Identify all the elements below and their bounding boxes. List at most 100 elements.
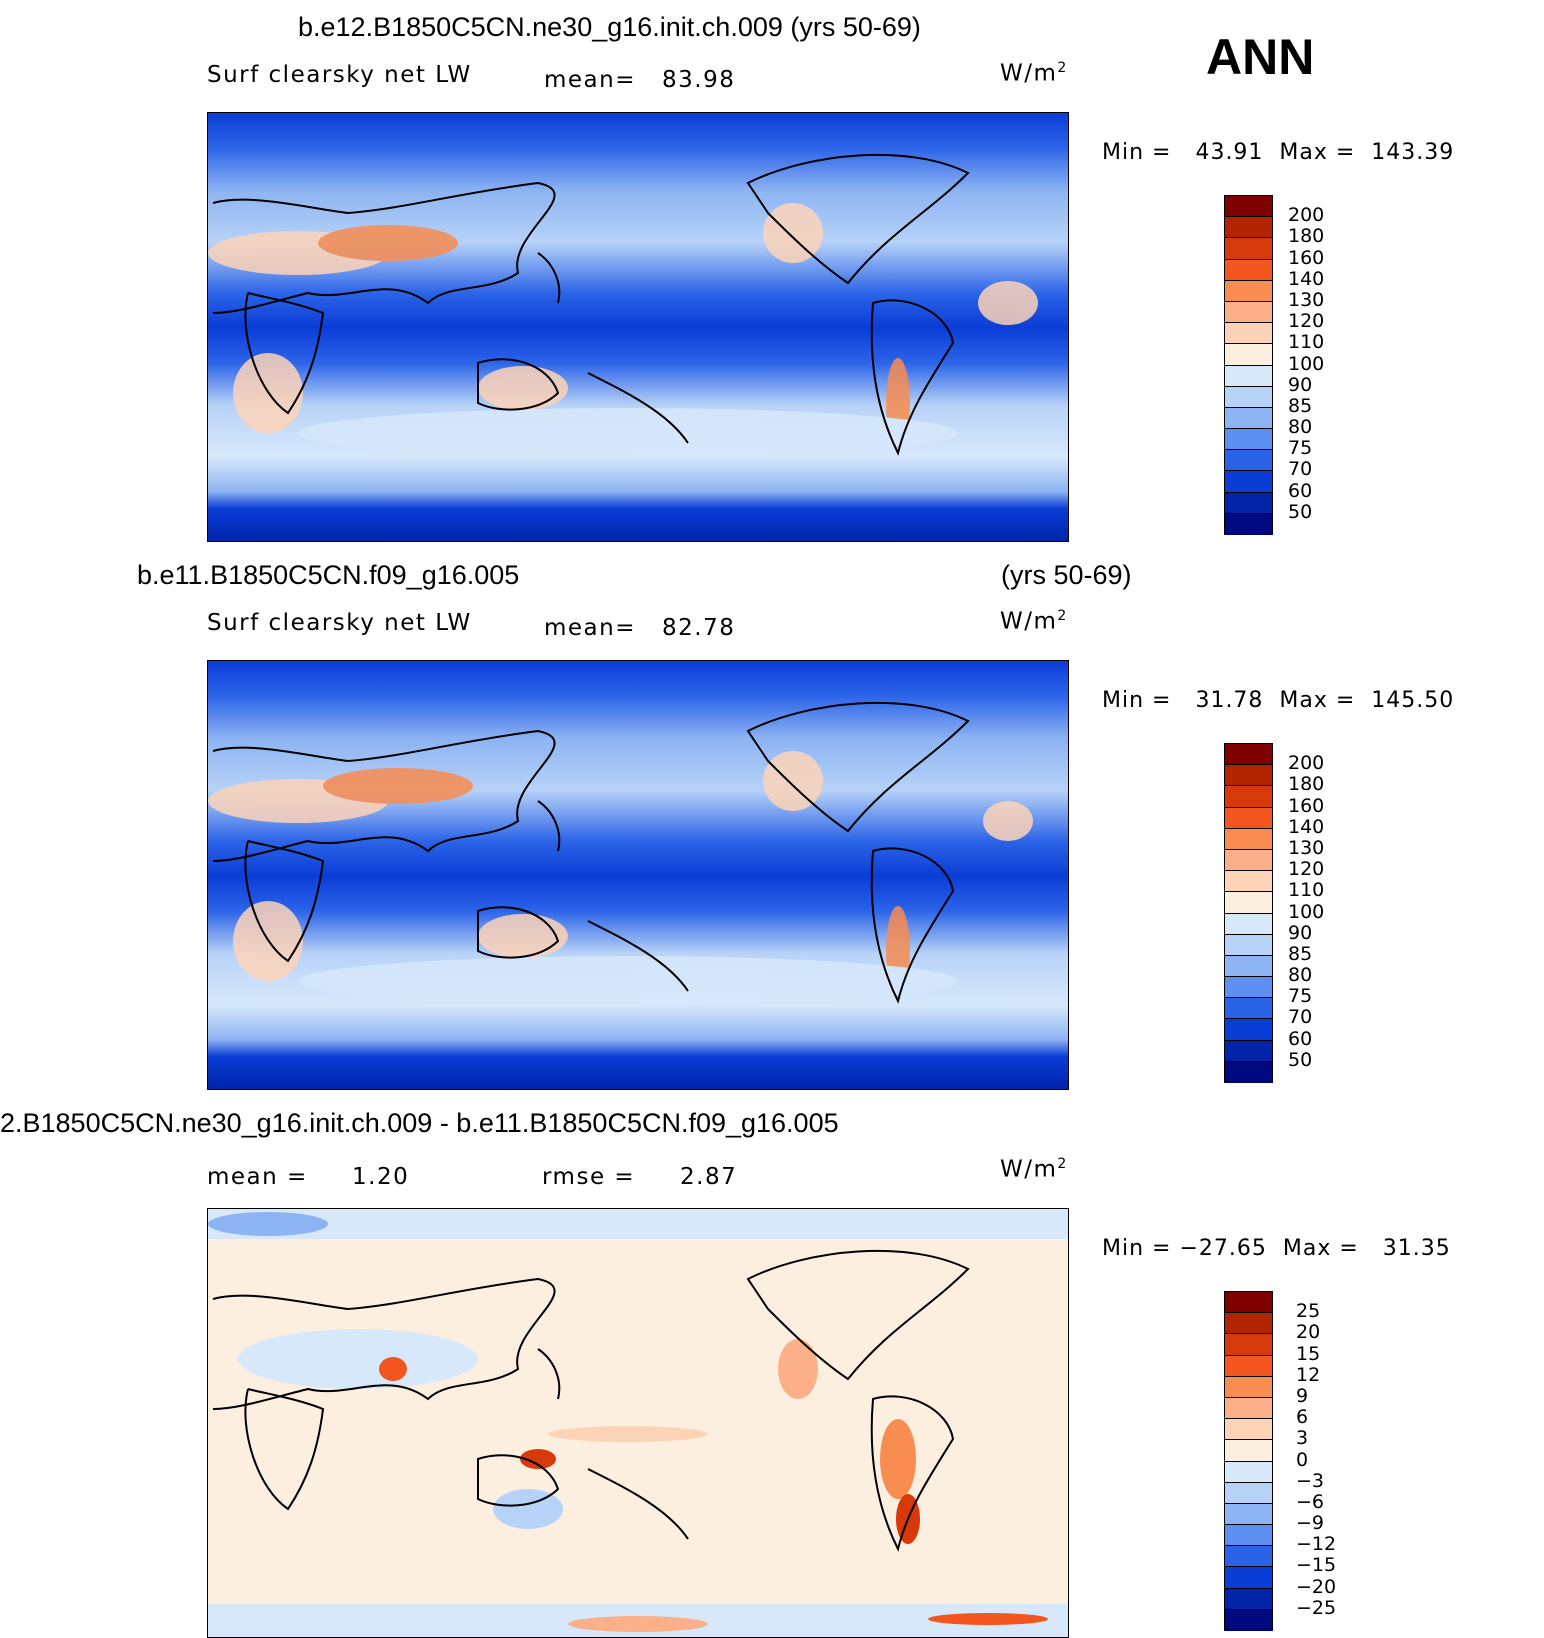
colorbar-tick-label: 70	[1288, 1006, 1313, 1029]
panel2-case-years: (yrs 50-69)	[1001, 560, 1132, 590]
panel2-map	[207, 660, 1069, 1090]
colorbar-box	[1224, 364, 1273, 387]
colorbar-tick-label: 9	[1296, 1384, 1309, 1407]
colorbar-tick-label: 130	[1288, 288, 1325, 311]
colorbar-box	[1224, 406, 1273, 430]
colorbar-tick-label: 130	[1288, 836, 1325, 859]
colorbar-tick-label: −20	[1296, 1575, 1337, 1598]
colorbar-tick-label: 90	[1288, 921, 1313, 944]
panel1-minmax: Min = 43.91 Max = 143.39	[1102, 140, 1455, 165]
colorbar-tick-label: −12	[1296, 1533, 1337, 1556]
colorbar-box	[1224, 385, 1273, 408]
colorbar-box	[1224, 806, 1273, 829]
panel3-rmse-label: rmse =	[542, 1164, 636, 1190]
colorbar-box	[1224, 322, 1273, 345]
colorbar-box	[1224, 933, 1273, 956]
colorbar-tick-label: 50	[1288, 1048, 1313, 1071]
colorbar-tick-label: 110	[1288, 331, 1325, 354]
colorbar-tick-label: −6	[1296, 1490, 1325, 1513]
colorbar-tick-label: 80	[1288, 416, 1313, 439]
panel2-coastlines	[212, 701, 970, 1004]
colorbar-tick-label: −3	[1296, 1469, 1325, 1492]
colorbar-tick-label: 85	[1288, 942, 1313, 965]
panel3-minmax: Min = −27.65 Max = 31.35	[1102, 1236, 1451, 1261]
panel1-coastlines	[212, 153, 970, 456]
panel2-mean-value: 82.78	[662, 615, 736, 641]
colorbar-tick-label: 75	[1288, 437, 1313, 460]
colorbar-tick-label: 25	[1296, 1300, 1321, 1323]
colorbar-box	[1224, 1396, 1273, 1420]
panel1-mean-value: 83.98	[662, 67, 736, 93]
colorbar-tick-label: 60	[1288, 1027, 1313, 1050]
colorbar-tick-label: −15	[1296, 1554, 1337, 1577]
panel3-case-title: 2.B1850C5CN.ne30_g16.init.ch.009 - b.e11…	[0, 1108, 839, 1138]
colorbar-box	[1224, 1439, 1273, 1462]
colorbar-tick-label: 140	[1288, 267, 1325, 290]
colorbar-box	[1224, 237, 1273, 260]
colorbar-box	[1224, 954, 1273, 978]
panel3-coastlines	[212, 1249, 970, 1552]
panel3-mean-value: 1.20	[352, 1164, 410, 1190]
colorbar-box	[1224, 1608, 1273, 1631]
colorbar-box	[1224, 785, 1273, 808]
panel1-variable: Surf clearsky net LW	[207, 62, 472, 88]
colorbar-box	[1224, 1060, 1273, 1083]
colorbar-tick-label: 85	[1288, 394, 1313, 417]
colorbar-tick-label: 180	[1288, 773, 1325, 796]
colorbar-box	[1224, 258, 1273, 281]
colorbar-tick-label: 200	[1288, 204, 1325, 227]
colorbar-tick-label: −25	[1296, 1596, 1337, 1619]
colorbar-box	[1224, 1566, 1273, 1589]
colorbar-box	[1224, 300, 1273, 324]
colorbar-tick-label: 120	[1288, 858, 1325, 881]
colorbar-box	[1224, 1524, 1273, 1547]
season-label: ANN	[1206, 29, 1315, 85]
colorbar-box	[1224, 1039, 1273, 1062]
panel3-map	[207, 1208, 1069, 1638]
colorbar-box	[1224, 428, 1273, 451]
colorbar-tick-label: −9	[1296, 1512, 1325, 1535]
colorbar-tick-label: 90	[1288, 373, 1313, 396]
panel3-anomalies	[208, 1209, 1068, 1637]
colorbar-tick-label: 120	[1288, 310, 1325, 333]
colorbar-tick-label: 12	[1296, 1363, 1321, 1386]
panel3-rmse-value: 2.87	[680, 1164, 738, 1190]
colorbar-tick-label: 160	[1288, 246, 1325, 269]
colorbar-box	[1224, 1481, 1273, 1504]
colorbar-box	[1224, 1418, 1273, 1441]
colorbar-box	[1224, 491, 1273, 514]
colorbar-tick-label: 180	[1288, 225, 1325, 248]
colorbar-box	[1224, 216, 1273, 239]
panel1-colorbar	[1224, 195, 1273, 535]
colorbar-box	[1224, 870, 1273, 893]
colorbar-box	[1224, 1460, 1273, 1483]
colorbar-tick-label: 100	[1288, 352, 1325, 375]
colorbar-tick-label: 80	[1288, 964, 1313, 987]
colorbar-tick-label: 0	[1296, 1448, 1309, 1471]
colorbar-box	[1224, 827, 1273, 850]
colorbar-box	[1224, 343, 1273, 366]
panel1-case-title: b.e12.B1850C5CN.ne30_g16.init.ch.009 (yr…	[298, 12, 921, 42]
panel1-units: W/m2	[1000, 60, 1068, 87]
colorbar-tick-label: 140	[1288, 815, 1325, 838]
colorbar-box	[1224, 891, 1273, 914]
panel2-mean-label: mean=	[544, 615, 636, 641]
colorbar-box	[1224, 1587, 1273, 1610]
panel1-land	[208, 203, 1038, 458]
colorbar-box	[1224, 512, 1273, 535]
colorbar-tick-label: 20	[1296, 1321, 1321, 1344]
panel3-mean-label: mean =	[207, 1164, 308, 1190]
colorbar-box	[1224, 1375, 1273, 1398]
panel2-units: W/m2	[1000, 608, 1068, 635]
colorbar-tick-label: 60	[1288, 479, 1313, 502]
colorbar-box	[1224, 279, 1273, 302]
colorbar-box	[1224, 1018, 1273, 1041]
colorbar-tick-label: 15	[1296, 1342, 1321, 1365]
colorbar-box	[1224, 912, 1273, 935]
colorbar-tick-label: 100	[1288, 900, 1325, 923]
panel2-land	[208, 751, 1033, 1006]
panel1-map	[207, 112, 1069, 542]
colorbar-tick-label: 110	[1288, 879, 1325, 902]
colorbar-box	[1224, 848, 1273, 872]
panel2-colorbar	[1224, 743, 1273, 1083]
